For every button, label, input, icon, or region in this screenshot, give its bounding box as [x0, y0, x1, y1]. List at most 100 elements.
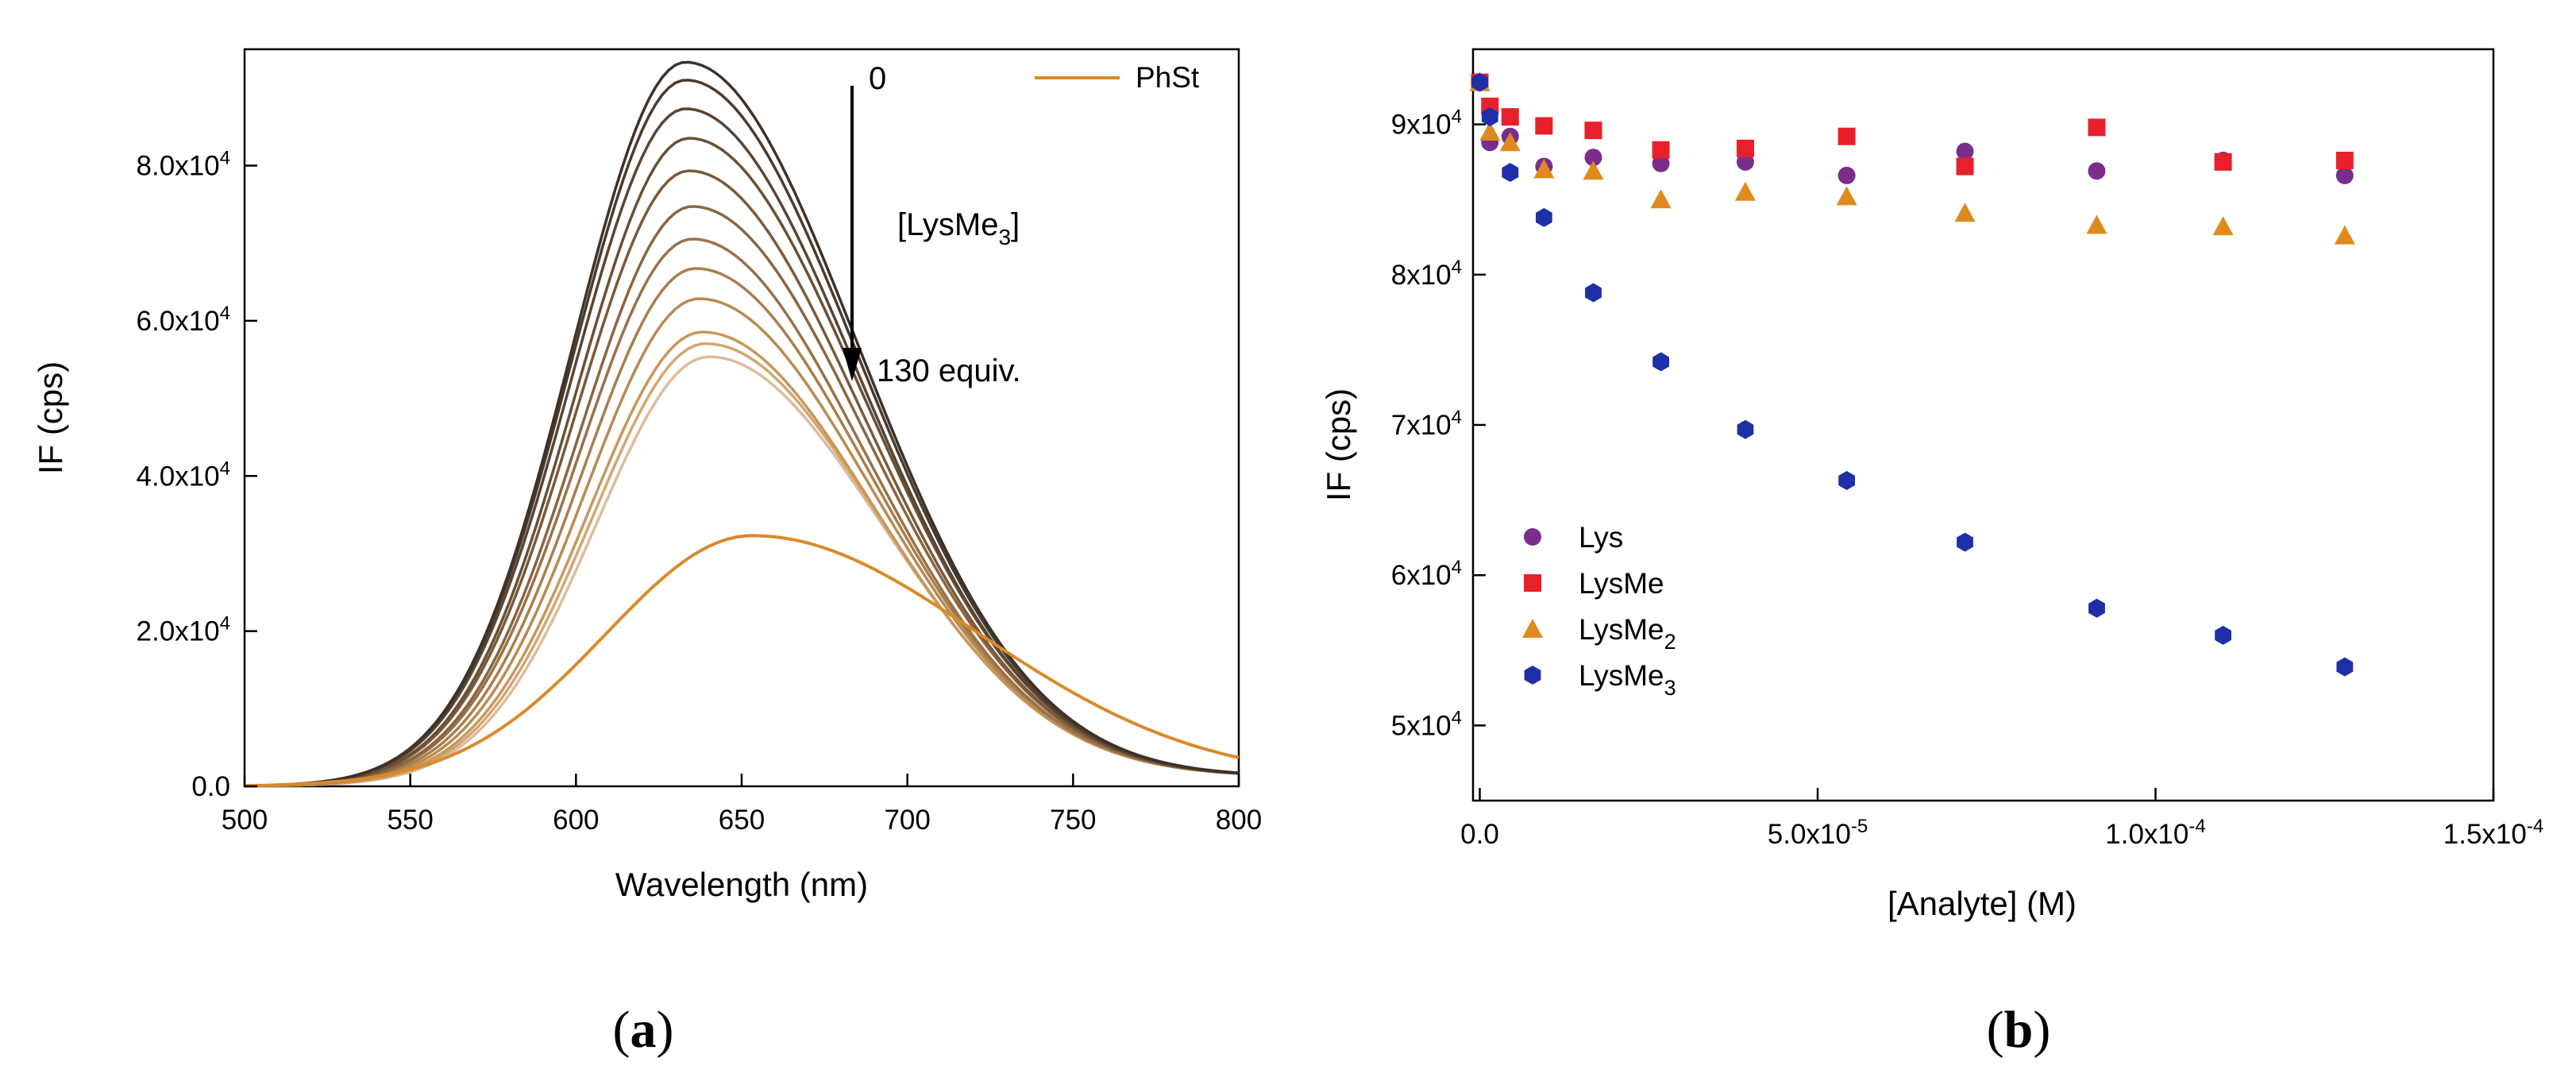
point-lysme2	[1836, 186, 1857, 206]
panel-b-scatter-chart: 0.0 5.0x10-5 1.0x10-4 1.5x10-4 5x104 6x104 7x…	[1320, 48, 2543, 1059]
point-lysme3	[2336, 657, 2354, 677]
point-lysme3	[1838, 471, 1855, 490]
point-lysme	[1584, 122, 1602, 140]
a-y-tick-label: 4.0x104	[137, 457, 230, 492]
legend-marker-lysme	[1524, 574, 1541, 592]
b-x-tick-label: 5.0x10-5	[1768, 816, 1868, 850]
b-x-tick-label: 0.0	[1460, 819, 1499, 850]
point-lysme3	[1737, 419, 1754, 439]
point-lysme2	[2086, 214, 2107, 234]
point-lysme	[1501, 108, 1519, 126]
legend-label-lysme: LysMe	[1579, 567, 1664, 600]
panel-b-label: (b)	[1987, 1001, 2051, 1059]
point-lysme	[1652, 141, 1670, 159]
point-lysme3	[1481, 107, 1498, 127]
point-lysme3	[1471, 72, 1488, 92]
legend-label-phst: PhSt	[1136, 61, 1200, 94]
spectrum-curve	[244, 342, 1240, 788]
point-lysme3	[1502, 163, 1519, 183]
spectrum-curve	[244, 297, 1240, 788]
a-y-tick-label: 6.0x104	[137, 303, 230, 337]
a-x-tick-label: 650	[719, 805, 765, 836]
b-y-tick-label: 6x104	[1391, 557, 1462, 591]
spectrum-curve	[244, 169, 1240, 788]
legend-marker-lys	[1524, 528, 1541, 546]
b-x-tick-label: 1.5x10-4	[2443, 816, 2543, 850]
panel-a-spectra-chart: 500 550 600 650 700 750 800 0.0 2.0x104 4.0x104 6…	[32, 48, 1262, 1059]
spectrum-curve	[244, 267, 1240, 788]
spectrum-curve	[244, 60, 1240, 788]
panel-a-y-ticks: 0.0 2.0x104 4.0x104 6.0x104 8.0x104	[137, 148, 257, 802]
point-lys	[2088, 162, 2106, 180]
panel-a-curves	[244, 60, 1240, 788]
arrow-bottom-label: 130 equiv.	[877, 353, 1021, 388]
panel-a-label: (a)	[613, 1001, 674, 1059]
spectrum-curve	[244, 355, 1240, 788]
point-lysme2	[1499, 132, 1521, 152]
point-lysme2	[1533, 159, 1555, 179]
point-lysme2	[2212, 216, 2234, 236]
b-x-tick-label: 1.0x10-4	[2105, 816, 2205, 850]
point-lys	[1838, 166, 1856, 184]
spectrum-curve	[244, 205, 1240, 788]
panel-b-y-ticks: 5x104 6x104 7x104 8x104 9x104	[1391, 106, 1486, 741]
point-lys	[1652, 154, 1670, 172]
a-x-tick-label: 600	[553, 805, 599, 836]
point-lysme3	[1652, 352, 1669, 372]
point-lysme	[2335, 152, 2354, 170]
a-y-tick-label: 8.0x104	[137, 148, 230, 182]
panel-b-y-axis-title: IF (cps)	[1320, 388, 1357, 501]
point-lysme	[1535, 117, 1553, 135]
point-lys	[1584, 149, 1602, 167]
titrant-label: [LysMe3]	[897, 207, 1020, 249]
legend-marker-lysme3	[1524, 666, 1541, 685]
spectrum-curve-phst	[244, 534, 1240, 788]
b-y-tick-label: 7x104	[1391, 407, 1462, 441]
point-lysme	[1736, 139, 1754, 157]
point-lys	[1736, 152, 1754, 171]
a-x-tick-label: 500	[222, 805, 268, 836]
arrow-top-label: 0	[869, 61, 886, 96]
point-lysme2	[1734, 181, 1756, 201]
panel-a-x-axis-title: Wavelength (nm)	[615, 866, 868, 903]
point-lysme2	[2334, 225, 2355, 245]
a-x-tick-label: 750	[1050, 805, 1096, 836]
point-lysme2	[1650, 189, 1672, 209]
point-lysme	[1956, 157, 1974, 176]
a-x-tick-label: 800	[1216, 805, 1262, 836]
b-y-tick-label: 8x104	[1391, 257, 1462, 291]
point-lys	[2335, 166, 2354, 184]
a-x-tick-label: 700	[884, 805, 930, 836]
point-lysme3	[1957, 532, 1973, 552]
titration-arrow-head	[843, 348, 862, 381]
panel-b-x-ticks: 0.0 5.0x10-5 1.0x10-4 1.5x10-4	[1460, 788, 2543, 850]
legend-label-lys: Lys	[1579, 521, 1623, 554]
panel-b-x-axis-title: [Analyte] (M)	[1888, 885, 2077, 922]
point-lysme3	[1585, 283, 1602, 303]
point-lysme2	[1954, 203, 1976, 222]
point-lysme3	[1536, 207, 1552, 227]
spectrum-curve	[244, 79, 1240, 788]
point-lysme2	[1583, 160, 1604, 180]
point-lysme3	[2088, 598, 2105, 618]
panel-a-x-ticks: 500 550 600 650 700 750 800	[222, 774, 1262, 836]
point-lysme2	[1479, 122, 1501, 141]
point-lysme	[2088, 118, 2106, 137]
a-y-tick-label: 0.0	[191, 771, 230, 802]
panel-a-plot-frame	[243, 48, 1240, 788]
a-x-tick-label: 550	[387, 805, 433, 836]
legend-marker-lysme2	[1522, 619, 1543, 638]
panel-a-y-axis-title: IF (cps)	[32, 361, 69, 474]
a-y-tick-label: 2.0x104	[137, 613, 230, 647]
point-lysme3	[2215, 625, 2231, 645]
spectrum-curve	[244, 237, 1240, 788]
point-lysme	[2214, 152, 2232, 171]
panel-b-points	[1469, 71, 2355, 677]
spectrum-curve	[244, 330, 1240, 788]
b-y-tick-label: 5x104	[1391, 707, 1462, 741]
legend-label-lysme2: LysMe2	[1579, 613, 1676, 654]
legend-label-lysme3: LysMe3	[1579, 659, 1676, 700]
spectrum-curve	[244, 107, 1240, 788]
panel-b-legend: Lys LysMe LysMe2 LysMe3	[1522, 521, 1676, 700]
